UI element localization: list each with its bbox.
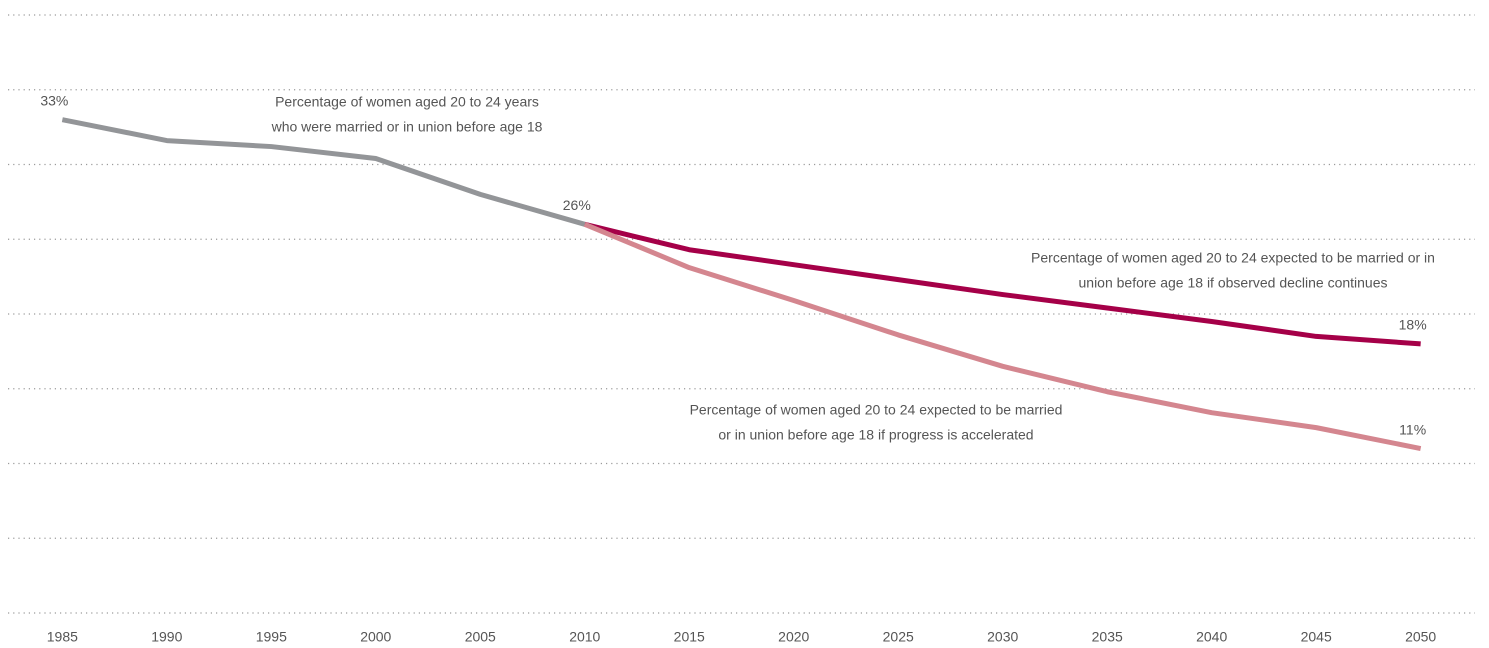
x-tick-label: 1995 — [256, 629, 287, 645]
annotation: Percentage of women aged 20 to 24 expect… — [690, 402, 1063, 418]
x-tick-label: 2045 — [1301, 629, 1332, 645]
series-line — [61, 117, 586, 227]
x-tick-label: 2005 — [465, 629, 496, 645]
annotation: Percentage of women aged 20 to 24 expect… — [1031, 250, 1435, 266]
x-tick-label: 2030 — [987, 629, 1018, 645]
series-line — [583, 221, 1422, 452]
x-tick-label: 2050 — [1405, 629, 1436, 645]
x-tick-label: 1985 — [47, 629, 78, 645]
data-label: 11% — [1399, 421, 1426, 437]
data-label: 18% — [1399, 317, 1427, 333]
x-tick-label: 2010 — [569, 629, 600, 645]
annotation: who were married or in union before age … — [271, 119, 543, 135]
annotation: union before age 18 if observed decline … — [1079, 275, 1388, 291]
data-label: 26% — [563, 197, 591, 213]
series-line — [584, 221, 1421, 347]
x-tick-label: 2040 — [1196, 629, 1227, 645]
annotation: Percentage of women aged 20 to 24 years — [275, 94, 539, 110]
data-label: 33% — [40, 92, 68, 108]
x-tick-label: 2015 — [674, 629, 705, 645]
annotation: or in union before age 18 if progress is… — [718, 427, 1033, 443]
x-tick-label: 1990 — [151, 629, 182, 645]
x-tick-label: 2020 — [778, 629, 809, 645]
x-tick-label: 2035 — [1092, 629, 1123, 645]
x-tick-label: 2000 — [360, 629, 391, 645]
x-tick-label: 2025 — [883, 629, 914, 645]
